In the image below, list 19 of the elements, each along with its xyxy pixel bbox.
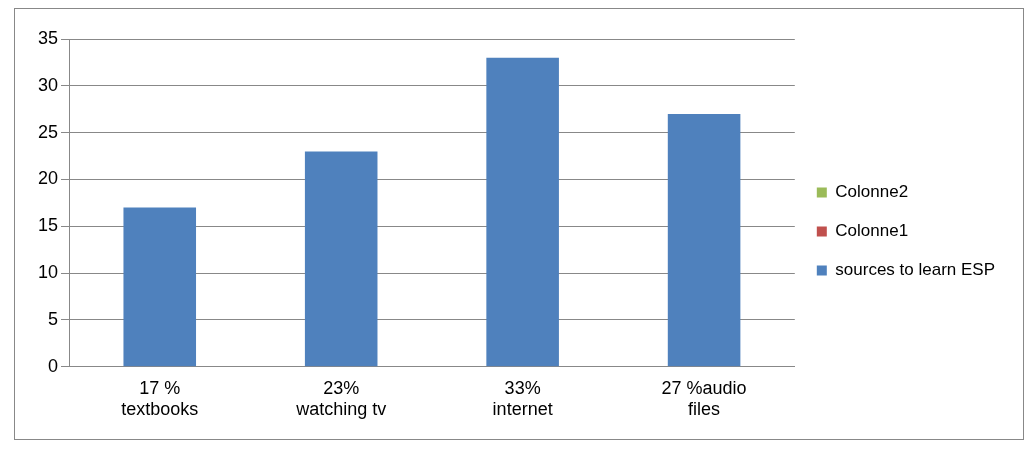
x-tick-label: 23% watching tv (295, 377, 387, 420)
y-tick-label: 0 (48, 355, 59, 376)
x-tick-label: 33% internet (492, 377, 553, 420)
y-tick-label: 10 (37, 262, 59, 283)
y-tick-label: 25 (37, 121, 59, 142)
x-tick-label: 17 % textbooks (121, 377, 199, 420)
legend-label: Colonne1 (835, 221, 909, 241)
legend-label: Colonne2 (835, 182, 909, 202)
y-tick-label: 20 (37, 168, 59, 189)
y-tick-label: 5 (48, 308, 59, 329)
bar (123, 207, 197, 367)
legend-label: sources to learn ESP (835, 260, 996, 280)
x-tick-label: 27 %audio files (661, 377, 747, 420)
bar (486, 57, 559, 367)
y-tick-label: 35 (37, 27, 59, 48)
bar (667, 113, 741, 367)
y-tick-label: 15 (37, 215, 59, 236)
y-tick-label: 30 (37, 74, 59, 95)
bar (304, 151, 378, 367)
